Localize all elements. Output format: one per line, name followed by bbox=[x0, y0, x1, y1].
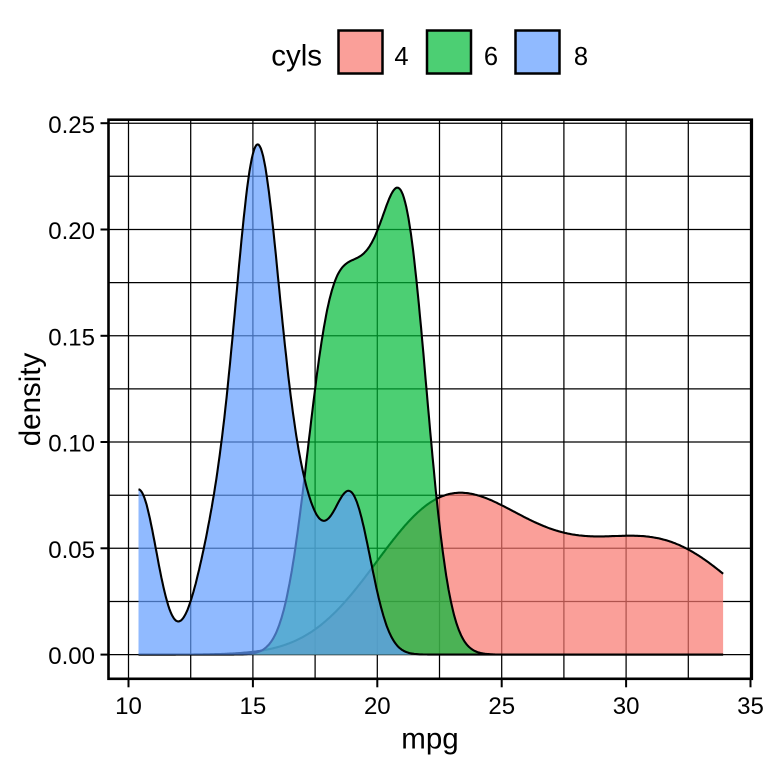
svg-text:4: 4 bbox=[394, 43, 408, 71]
svg-text:8: 8 bbox=[574, 43, 588, 71]
svg-text:20: 20 bbox=[364, 693, 391, 720]
svg-text:35: 35 bbox=[737, 693, 764, 720]
svg-text:cyls: cyls bbox=[271, 40, 322, 73]
svg-text:0.15: 0.15 bbox=[48, 324, 95, 351]
svg-text:10: 10 bbox=[115, 693, 142, 720]
svg-text:0.05: 0.05 bbox=[48, 537, 95, 564]
svg-text:0.20: 0.20 bbox=[48, 218, 95, 245]
svg-text:25: 25 bbox=[488, 693, 515, 720]
svg-text:6: 6 bbox=[484, 43, 498, 71]
svg-text:0.10: 0.10 bbox=[48, 431, 95, 458]
svg-text:30: 30 bbox=[613, 693, 640, 720]
svg-text:0.00: 0.00 bbox=[48, 643, 95, 670]
svg-text:0.25: 0.25 bbox=[48, 112, 95, 139]
svg-text:density: density bbox=[14, 353, 47, 447]
svg-text:mpg: mpg bbox=[401, 723, 458, 756]
svg-text:15: 15 bbox=[240, 693, 267, 720]
